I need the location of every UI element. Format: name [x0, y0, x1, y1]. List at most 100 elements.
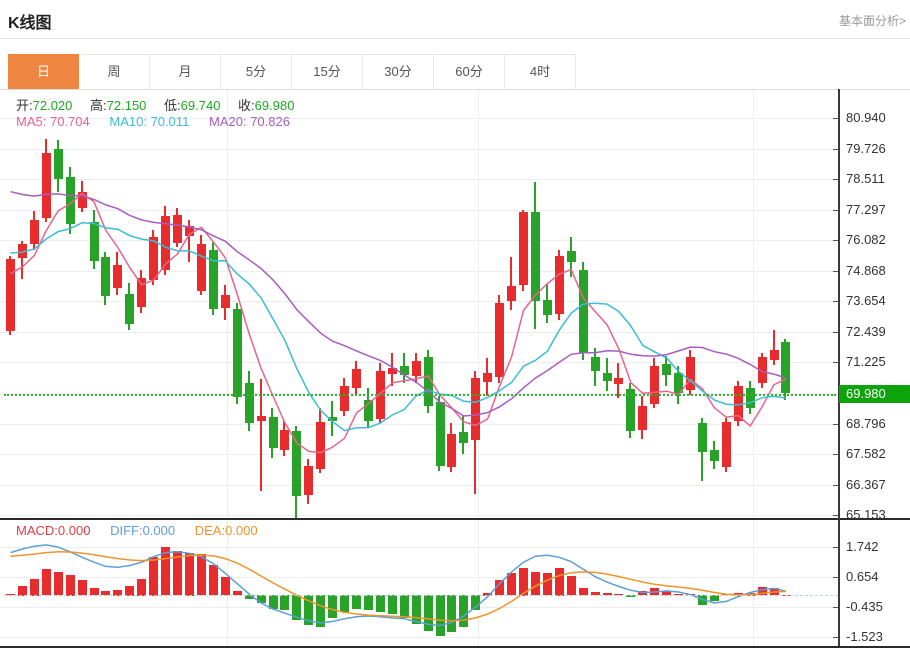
candle	[29, 220, 39, 244]
macd-bar	[352, 595, 361, 609]
low-value: 69.740	[180, 98, 221, 113]
macd-bar	[53, 572, 63, 595]
tab-period-3[interactable]: 5分	[221, 54, 292, 90]
macd-bar	[220, 577, 230, 595]
candle	[184, 226, 194, 236]
close-label: 收:	[238, 98, 255, 113]
candle	[208, 250, 218, 309]
candle	[292, 431, 302, 496]
candle	[447, 434, 457, 467]
macd-bar	[519, 568, 528, 596]
price-tick	[833, 240, 838, 241]
price-tick-label: 65.153	[846, 507, 886, 522]
candle	[507, 286, 517, 301]
price-tick	[833, 179, 838, 180]
macd-tick-label: -0.435	[846, 599, 883, 614]
candle	[423, 357, 433, 406]
ma20-readout: MA20: 70.826	[208, 114, 290, 129]
candle	[578, 270, 588, 353]
macd-bar	[328, 595, 338, 618]
ohlc-readout: 开:72.020 高:72.150 低:69.740 收:69.980	[16, 95, 308, 114]
candle	[41, 153, 51, 218]
macd-bar	[399, 595, 409, 618]
price-tick	[833, 362, 838, 363]
macd-tick-label: 1.742	[846, 539, 879, 554]
tab-period-6[interactable]: 60分	[434, 54, 505, 90]
candle	[674, 373, 684, 393]
candle	[769, 350, 779, 360]
tab-period-1[interactable]: 周	[79, 54, 150, 90]
tab-period-5[interactable]: 30分	[363, 54, 434, 90]
macd-bar	[542, 573, 552, 595]
tab-period-4[interactable]: 15分	[292, 54, 363, 90]
candle	[387, 368, 397, 374]
macd-bar	[566, 576, 576, 595]
macd-lines-overlay	[10, 544, 787, 627]
price-gridline	[0, 240, 838, 241]
price-gridline	[0, 149, 838, 150]
low-label: 低:	[164, 98, 181, 113]
candle	[280, 430, 290, 450]
price-tick-label: 76.082	[846, 232, 886, 247]
macd-tick	[833, 637, 838, 638]
candle	[757, 357, 767, 383]
candle	[530, 212, 540, 301]
macd-bar	[280, 595, 290, 610]
tab-period-7[interactable]: 4时	[505, 54, 576, 90]
candle	[6, 259, 15, 331]
tab-period-2[interactable]: 月	[150, 54, 221, 90]
macd-bar	[650, 588, 660, 595]
macd-bar	[65, 575, 75, 596]
macd-tick	[833, 607, 838, 608]
macd-bar	[208, 565, 218, 595]
candle	[352, 369, 361, 388]
price-tick-label: 79.726	[846, 141, 886, 156]
macd-bar	[447, 595, 457, 632]
price-gridline	[0, 271, 838, 272]
macd-value: MACD:0.000	[16, 523, 91, 538]
macd-bar	[375, 595, 385, 612]
candle	[590, 357, 600, 371]
price-gridline	[0, 424, 838, 425]
macd-bar	[578, 588, 588, 595]
current-price-line	[4, 394, 836, 396]
bottom-border	[0, 646, 910, 648]
ma10-line	[10, 221, 787, 432]
tab-period-0[interactable]: 日	[8, 54, 79, 90]
page-title: K线图	[8, 15, 52, 32]
macd-bar	[161, 547, 171, 595]
macd-bar	[459, 595, 469, 627]
price-gridline	[0, 485, 838, 486]
macd-bar	[184, 553, 194, 596]
candle	[495, 303, 505, 377]
macd-bar	[304, 595, 314, 625]
candle	[53, 149, 63, 179]
price-tick-label: 67.582	[846, 446, 886, 461]
candle	[220, 295, 230, 308]
candle	[650, 366, 660, 404]
candle	[363, 400, 373, 421]
macd-bar	[471, 595, 481, 610]
macd-bar	[697, 595, 707, 605]
candle	[101, 257, 111, 296]
diff-value: DIFF:0.000	[110, 523, 176, 538]
fundamental-analysis-link[interactable]: 基本面分析>	[838, 14, 906, 28]
candle	[161, 216, 171, 270]
candle	[697, 423, 707, 452]
price-tick	[833, 332, 838, 333]
candle	[662, 364, 672, 375]
candle	[709, 450, 719, 461]
candle	[733, 386, 743, 421]
high-value: 72.150	[106, 98, 147, 113]
axis-line	[838, 89, 840, 647]
macd-readout: MACD:0.000 DIFF:0.000 DEA:0.000	[16, 523, 274, 538]
macd-bar	[268, 595, 278, 609]
macd-bar	[387, 595, 397, 614]
candle	[781, 342, 791, 393]
macd-zero-line	[4, 595, 838, 596]
candle	[399, 366, 409, 375]
close-value: 69.980	[254, 98, 295, 113]
price-tick-label: 80.940	[846, 110, 886, 125]
vertical-gridline	[753, 90, 754, 518]
